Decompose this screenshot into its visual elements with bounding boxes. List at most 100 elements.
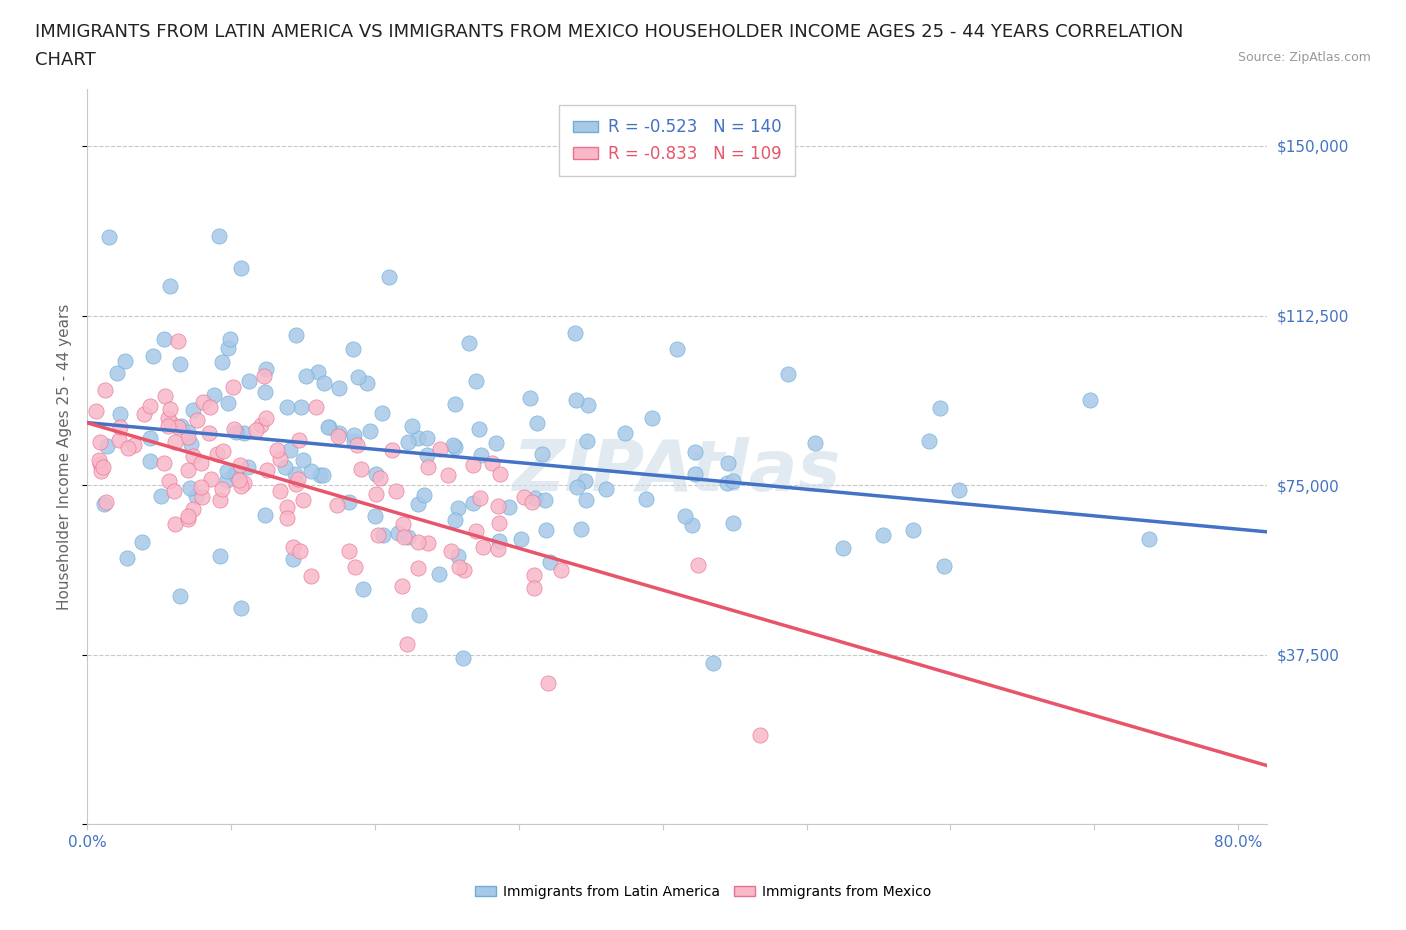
Point: [180, 437, 202, 452]
Point: [288, 433, 311, 448]
Point: [716, 475, 738, 490]
Point: [225, 425, 247, 440]
Point: [373, 527, 395, 542]
Point: [284, 467, 307, 482]
Text: CHART: CHART: [35, 51, 96, 69]
Point: [208, 549, 231, 564]
Point: [96, 439, 118, 454]
Point: [276, 400, 298, 415]
Point: [683, 467, 706, 482]
Point: [245, 422, 267, 437]
Point: [343, 433, 366, 448]
Point: [131, 534, 153, 549]
Point: [108, 432, 131, 447]
Point: [513, 490, 536, 505]
Point: [157, 418, 180, 433]
Point: [211, 354, 233, 369]
Point: [208, 229, 231, 244]
Point: [139, 454, 162, 469]
Point: [318, 419, 340, 434]
Legend: R = -0.523   N = 140, R = -0.833   N = 109: R = -0.523 N = 140, R = -0.833 N = 109: [560, 105, 794, 176]
Point: [498, 499, 520, 514]
Point: [682, 518, 704, 533]
Point: [169, 418, 191, 433]
Point: [191, 489, 214, 504]
Point: [138, 431, 160, 445]
Point: [114, 353, 136, 368]
Point: [181, 501, 204, 516]
Point: [177, 509, 200, 524]
Point: [444, 512, 467, 527]
Point: [269, 484, 291, 498]
Point: [153, 389, 176, 404]
Point: [202, 388, 225, 403]
Point: [219, 331, 242, 346]
Point: [287, 472, 309, 486]
Point: [522, 495, 544, 510]
Point: [292, 492, 315, 507]
Point: [575, 493, 598, 508]
Point: [186, 488, 208, 503]
Point: [93, 382, 115, 397]
Point: [205, 446, 228, 461]
Point: [215, 472, 238, 487]
Point: [451, 650, 474, 665]
Point: [238, 374, 260, 389]
Point: [253, 385, 276, 400]
Point: [441, 438, 464, 453]
Point: [284, 477, 307, 492]
Point: [665, 342, 688, 357]
Point: [276, 499, 298, 514]
Point: [89, 434, 111, 449]
Point: [117, 551, 139, 565]
Point: [159, 278, 181, 293]
Point: [934, 559, 956, 574]
Point: [342, 341, 364, 356]
Point: [574, 473, 596, 488]
Point: [523, 567, 546, 582]
Point: [299, 568, 322, 583]
Point: [486, 498, 509, 513]
Point: [458, 336, 481, 351]
Point: [236, 459, 259, 474]
Point: [392, 517, 415, 532]
Point: [253, 369, 276, 384]
Point: [636, 491, 658, 506]
Point: [901, 523, 924, 538]
Point: [132, 407, 155, 422]
Point: [256, 410, 278, 425]
Point: [152, 331, 174, 346]
Point: [110, 419, 132, 434]
Point: [256, 462, 278, 477]
Point: [229, 260, 252, 275]
Point: [91, 459, 114, 474]
Point: [530, 446, 553, 461]
Point: [673, 509, 696, 524]
Point: [253, 507, 276, 522]
Point: [149, 488, 172, 503]
Point: [167, 333, 190, 348]
Point: [228, 472, 250, 487]
Point: [229, 458, 252, 473]
Point: [392, 529, 415, 544]
Point: [364, 486, 387, 501]
Point: [872, 527, 894, 542]
Point: [614, 425, 637, 440]
Point: [929, 401, 952, 416]
Point: [447, 549, 470, 564]
Y-axis label: Householder Income Ages 25 - 44 years: Householder Income Ages 25 - 44 years: [58, 304, 72, 610]
Point: [105, 365, 128, 380]
Point: [266, 443, 288, 458]
Point: [683, 445, 706, 459]
Point: [117, 441, 139, 456]
Point: [198, 425, 221, 440]
Text: IMMIGRANTS FROM LATIN AMERICA VS IMMIGRANTS FROM MEXICO HOUSEHOLDER INCOME AGES : IMMIGRANTS FROM LATIN AMERICA VS IMMIGRA…: [35, 23, 1184, 41]
Point: [538, 554, 561, 569]
Point: [208, 492, 231, 507]
Point: [485, 435, 508, 450]
Point: [93, 497, 115, 512]
Point: [449, 560, 471, 575]
Point: [281, 551, 304, 566]
Point: [396, 529, 419, 544]
Point: [523, 580, 546, 595]
